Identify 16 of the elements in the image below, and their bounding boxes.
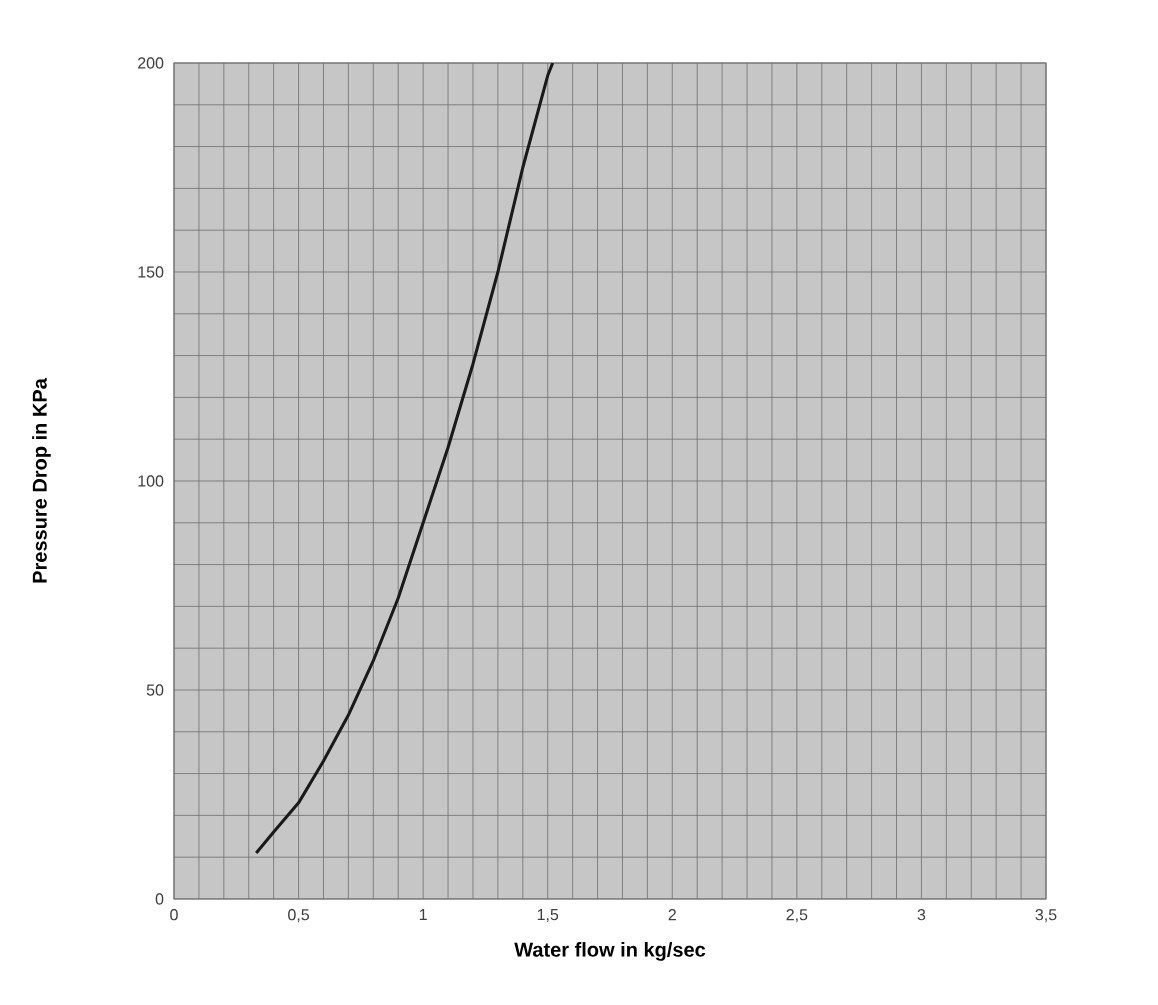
x-tick-label: 2,5 [786, 909, 808, 923]
y-axis-title: Pressure Drop in KPa [32, 378, 51, 583]
x-tick-label: 3 [917, 909, 926, 921]
y-tick-label: 50 [146, 684, 164, 696]
y-tick-label: 200 [138, 57, 164, 69]
x-axis-title: Water flow in kg/sec [514, 942, 706, 961]
line-series [254, 62, 555, 855]
x-tick-label: 0 [170, 909, 178, 921]
y-tick-label: 100 [138, 475, 164, 487]
x-tick-label: 1 [419, 909, 427, 921]
y-tick-label: 0 [155, 893, 164, 905]
x-tick-label: 3,5 [1035, 909, 1057, 923]
x-tick-label: 1,5 [537, 909, 559, 923]
x-tick-label: 0,5 [288, 909, 310, 923]
x-tick-label: 2 [668, 909, 676, 921]
y-tick-label: 150 [138, 266, 164, 278]
